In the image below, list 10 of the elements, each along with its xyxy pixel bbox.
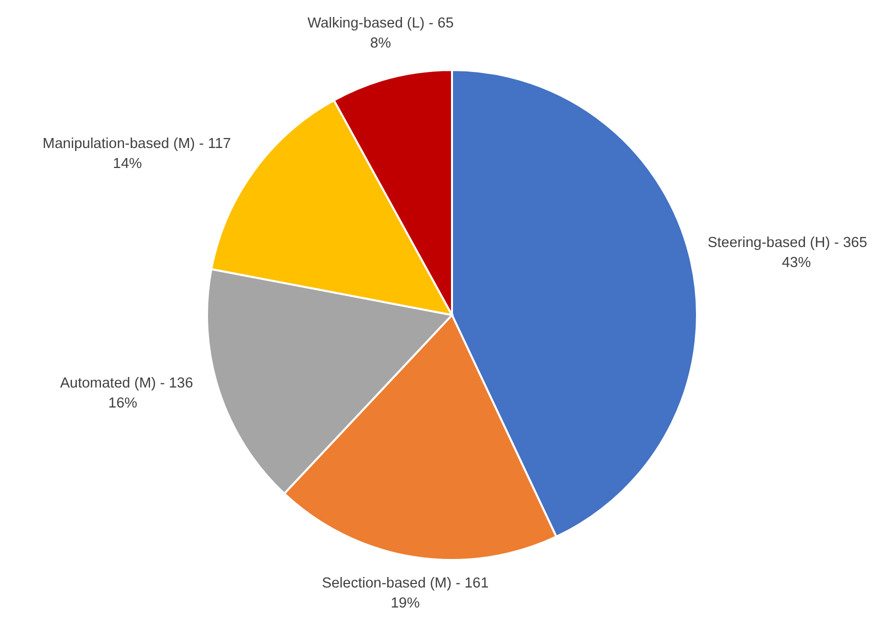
data-label: 19% bbox=[390, 596, 420, 612]
slice-label: Selection-based (M) - 161 bbox=[322, 576, 489, 592]
data-label: 16% bbox=[108, 396, 138, 412]
data-label: 43% bbox=[782, 254, 811, 271]
slice-label: Automated (M) - 136 bbox=[60, 376, 194, 392]
data-label: 14% bbox=[112, 156, 142, 172]
data-label: 8% bbox=[370, 35, 392, 52]
slice-label: Walking-based (L) - 65 bbox=[308, 15, 454, 32]
slice-label: Steering-based (H) - 365 bbox=[708, 234, 868, 251]
slice-label: Manipulation-based (M) - 117 bbox=[42, 136, 231, 152]
